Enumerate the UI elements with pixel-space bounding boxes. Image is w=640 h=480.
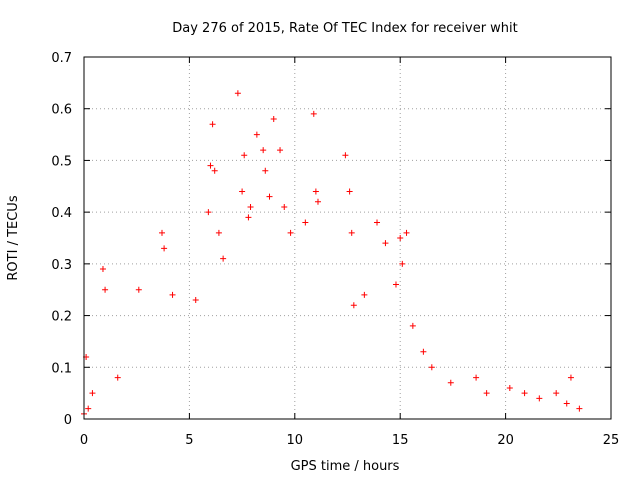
data-point	[576, 405, 583, 412]
data-point	[374, 219, 381, 226]
y-tick-label: 0.7	[51, 51, 72, 66]
x-tick-label: 25	[603, 433, 620, 448]
data-point	[215, 229, 222, 236]
data-point	[281, 203, 288, 210]
data-point	[342, 152, 349, 159]
data-point	[382, 240, 389, 247]
y-tick-label: 0.4	[51, 206, 72, 221]
data-point	[135, 286, 142, 293]
axis-ticks: 0 5 10 15 20 25 0 0.1 0.2 0.3 0.4 0.5 0.6 0.7	[51, 51, 619, 448]
data-point	[403, 229, 410, 236]
data-point	[99, 266, 106, 273]
data-point	[287, 229, 294, 236]
data-point	[420, 348, 427, 355]
data-point	[211, 167, 218, 174]
y-tick-label: 0.2	[51, 310, 72, 325]
data-point	[209, 121, 216, 128]
data-point	[102, 286, 109, 293]
data-point	[399, 260, 406, 267]
data-point	[567, 374, 574, 381]
data-point	[245, 214, 252, 221]
data-point	[192, 297, 199, 304]
data-point	[314, 198, 321, 205]
data-point	[220, 255, 227, 262]
data-point	[553, 390, 560, 397]
data-point	[348, 229, 355, 236]
x-tick-label: 20	[497, 433, 514, 448]
plot-frame	[83, 56, 612, 420]
data-point	[563, 400, 570, 407]
y-tick-label: 0	[64, 413, 72, 428]
data-point	[506, 384, 513, 391]
data-point	[207, 162, 214, 169]
data-point	[169, 291, 176, 298]
y-tick-label: 0.1	[51, 361, 72, 376]
y-tick-label: 0.5	[51, 154, 72, 169]
data-point	[428, 364, 435, 371]
x-tick-label: 0	[80, 433, 88, 448]
data-point	[85, 405, 92, 412]
data-point	[447, 379, 454, 386]
data-point	[158, 229, 165, 236]
x-tick-label: 5	[185, 433, 193, 448]
data-point	[253, 131, 260, 138]
data-point	[205, 209, 212, 216]
y-tick-label: 0.6	[51, 103, 72, 118]
y-axis-title: ROTI / TECUs	[6, 195, 21, 280]
data-point	[397, 235, 404, 241]
x-tick-label: 10	[287, 433, 304, 448]
data-point	[270, 116, 277, 123]
data-point	[161, 245, 168, 252]
x-axis-title: GPS time / hours	[291, 459, 400, 474]
x-tick-label: 15	[392, 433, 409, 448]
data-point	[262, 167, 269, 174]
data-point	[266, 193, 273, 200]
data-point	[312, 188, 319, 195]
data-point	[277, 147, 284, 154]
data-point	[114, 374, 121, 381]
data-point	[260, 147, 267, 154]
data-point	[346, 188, 353, 195]
grid-lines	[84, 57, 611, 419]
data-point	[409, 322, 416, 329]
data-point	[392, 281, 399, 288]
data-point	[89, 390, 96, 397]
data-point	[239, 188, 246, 195]
data-point	[302, 219, 309, 226]
data-points	[81, 90, 583, 417]
data-point	[536, 395, 543, 402]
data-point	[241, 152, 248, 159]
data-point	[234, 90, 241, 97]
data-point	[350, 302, 357, 309]
data-point	[361, 291, 368, 298]
chart-title: Day 276 of 2015, Rate Of TEC Index for r…	[172, 21, 518, 36]
data-point	[310, 110, 317, 117]
data-point	[521, 390, 528, 397]
data-point	[247, 203, 254, 210]
data-point	[473, 374, 480, 381]
data-point	[483, 390, 490, 397]
y-tick-label: 0.3	[51, 258, 72, 273]
